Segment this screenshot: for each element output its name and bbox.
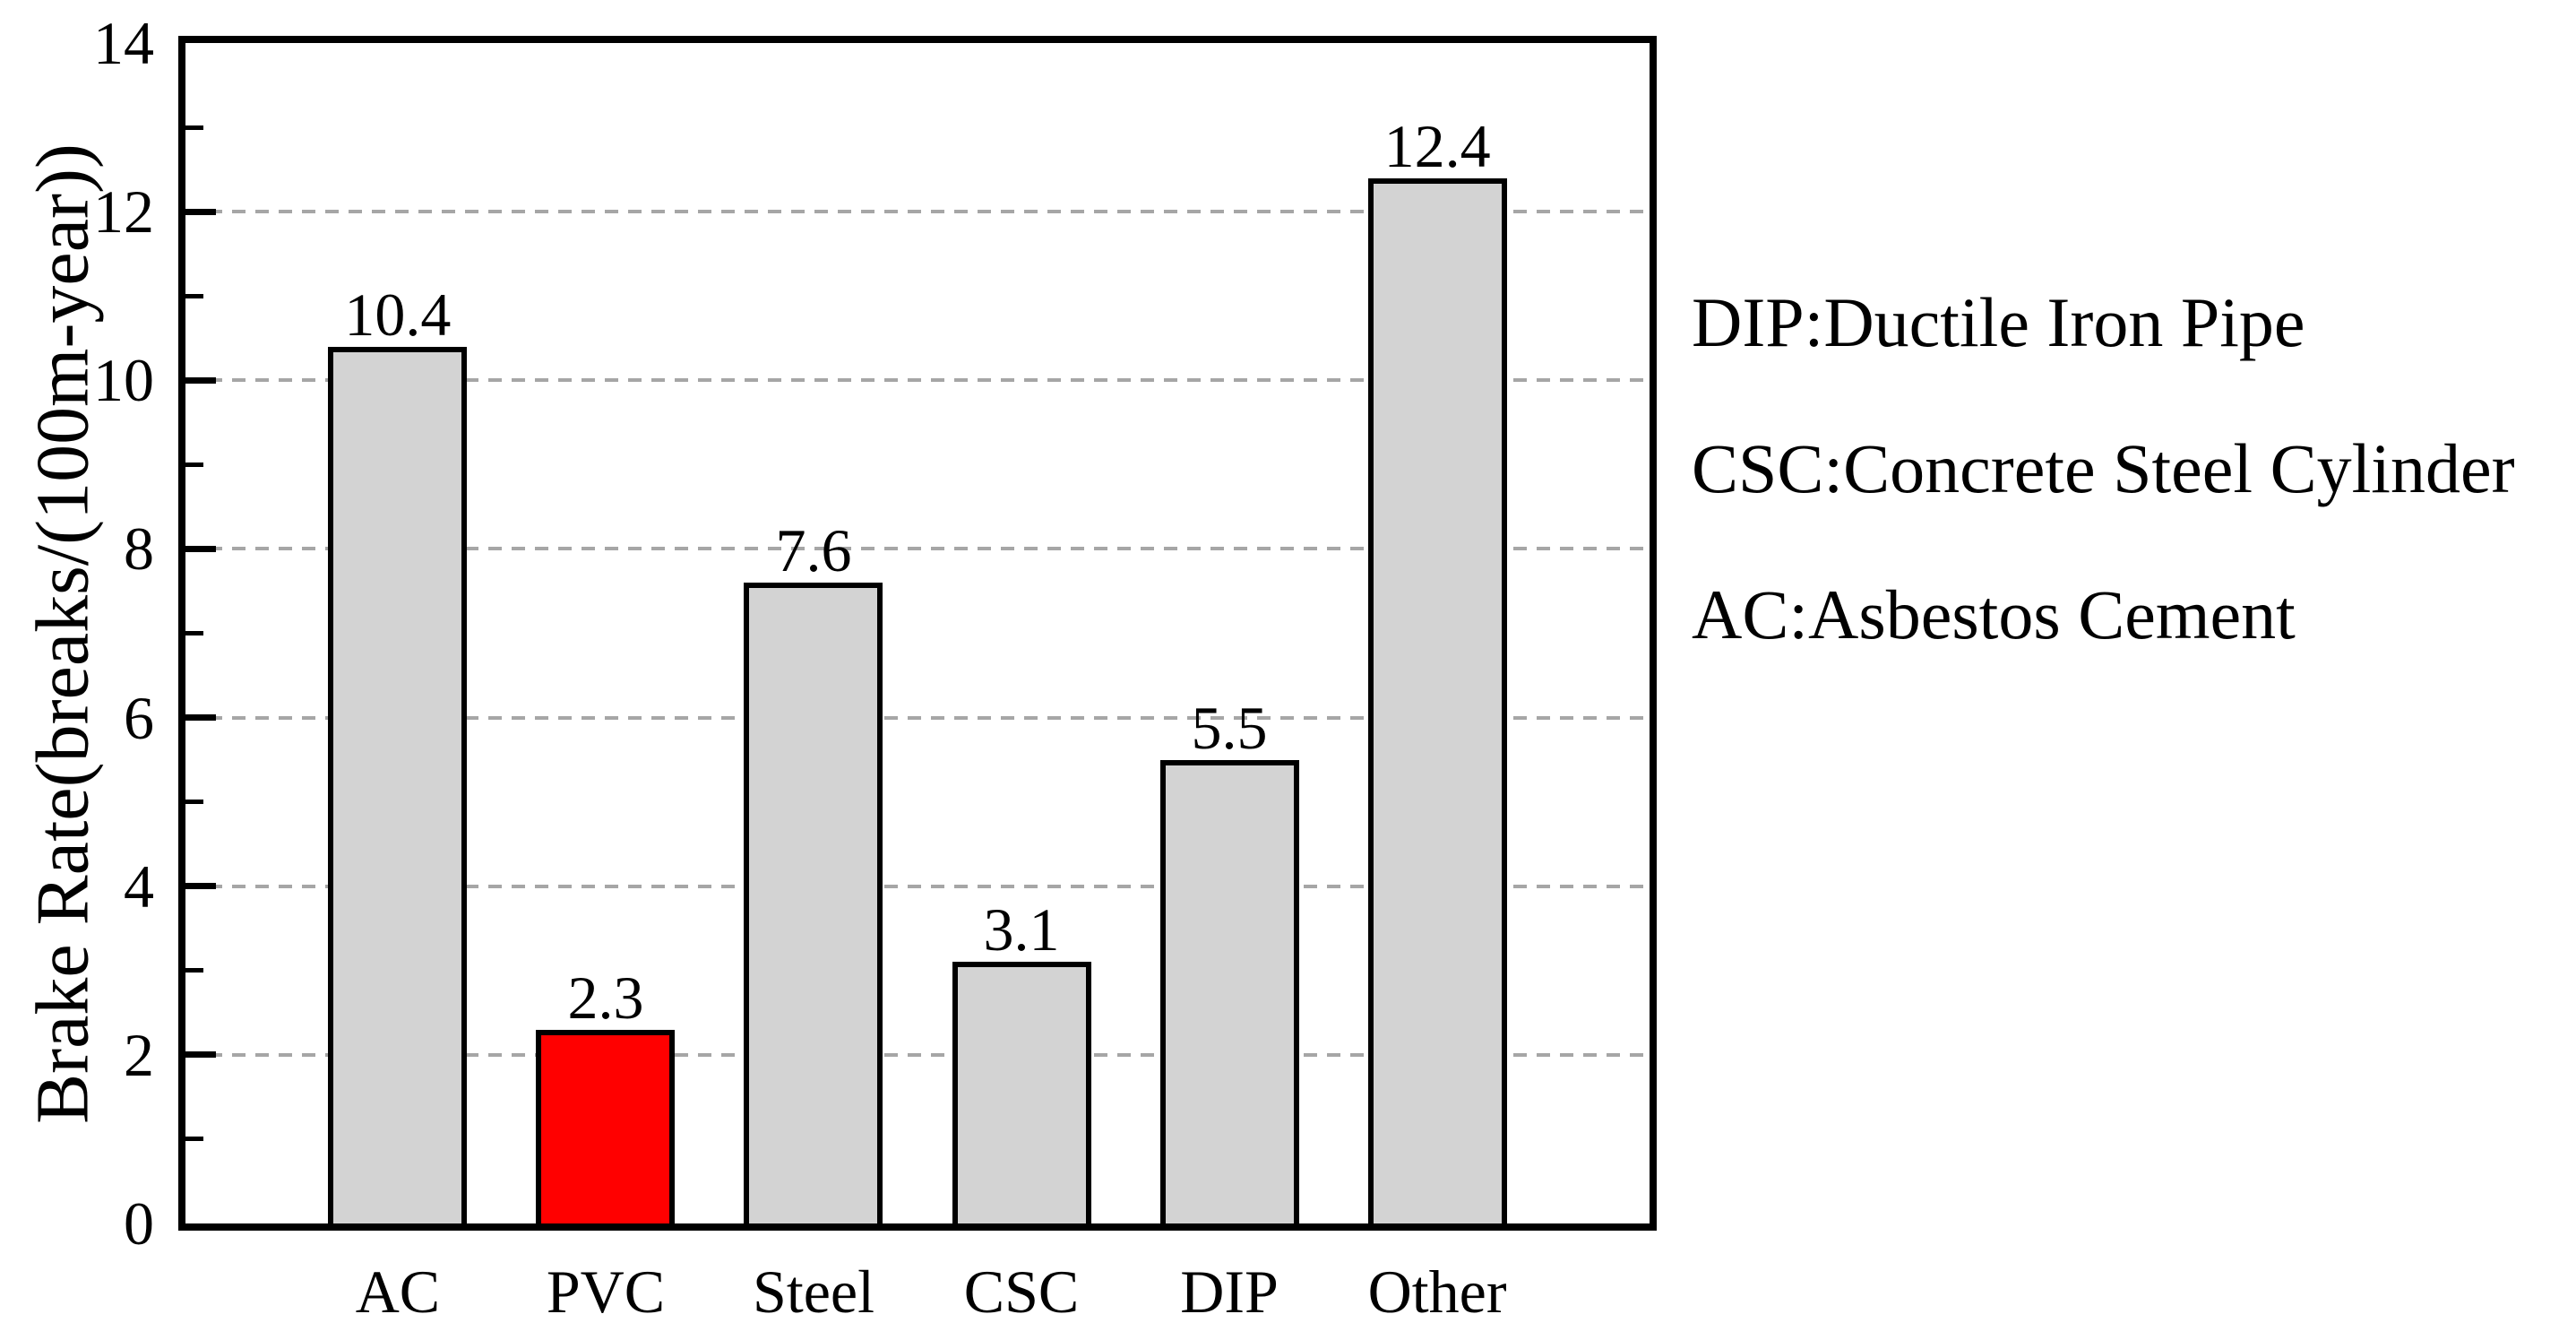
y-minor-tick — [185, 462, 203, 467]
x-category-label: CSC — [963, 1258, 1080, 1326]
plot-area: 10.4 2.3 7.6 3.1 5.5 12.4 — [178, 36, 1657, 1231]
legend-line: AC:Asbestos Cement — [1692, 575, 2296, 653]
y-major-tick — [185, 376, 216, 384]
y-minor-tick — [185, 1137, 203, 1142]
y-tick-label: 0 — [124, 1189, 154, 1258]
gridlines-layer — [185, 43, 1650, 1223]
y-tick-label: 10 — [93, 346, 154, 415]
gridline — [185, 210, 1650, 214]
legend-annotations: DIP:Ductile Iron Pipe CSC:Concrete Steel … — [1692, 0, 2576, 1340]
bar-value-labels-layer: 10.4 2.3 7.6 3.1 5.5 12.4 — [185, 43, 1650, 1223]
y-tick-label: 6 — [124, 683, 154, 752]
bar-other — [1367, 177, 1507, 1223]
y-minor-tick — [185, 968, 203, 973]
x-category-label: Other — [1367, 1258, 1507, 1326]
gridline — [185, 715, 1650, 720]
y-tick-label: 2 — [124, 1020, 154, 1089]
y-tick-label: 14 — [93, 9, 154, 77]
legend-line: CSC:Concrete Steel Cylinder — [1692, 429, 2515, 507]
x-category-label: AC — [355, 1258, 441, 1326]
bar-value-label: 12.4 — [1383, 111, 1491, 180]
y-major-tick — [185, 545, 216, 552]
y-tick-label: 4 — [124, 852, 154, 921]
y-minor-tick — [185, 293, 203, 298]
bar-value-label: 7.6 — [775, 516, 852, 585]
gridline — [185, 547, 1650, 551]
x-category-label: Steel — [753, 1258, 874, 1326]
y-tick-label: 12 — [93, 177, 154, 246]
gridline — [185, 884, 1650, 888]
bar-ac — [328, 346, 468, 1223]
bar-dip — [1159, 759, 1299, 1223]
gridline — [185, 378, 1650, 383]
y-minor-tick — [185, 800, 203, 805]
bar-value-label: 10.4 — [344, 280, 452, 349]
y-minor-tick — [185, 631, 203, 635]
y-major-tick — [185, 208, 216, 215]
bars-layer — [185, 43, 1650, 1223]
y-minor-tick — [185, 125, 203, 130]
bar-pvc — [536, 1029, 676, 1223]
y-major-tick — [185, 1051, 216, 1059]
bar-value-label: 3.1 — [983, 895, 1060, 964]
x-category-labels: AC PVC Steel CSC DIP Other — [185, 1261, 1650, 1333]
gridline — [185, 1052, 1650, 1057]
x-category-label: PVC — [546, 1258, 666, 1326]
bar-csc — [952, 962, 1091, 1223]
y-tick-label: 8 — [124, 514, 154, 584]
bar-steel — [744, 583, 883, 1223]
x-category-label: DIP — [1180, 1258, 1279, 1326]
y-tick-labels: 0 2 4 6 8 10 12 14 — [0, 13, 154, 1254]
bar-value-label: 2.3 — [567, 963, 644, 1032]
y-major-tick — [185, 714, 216, 722]
bar-value-label: 5.5 — [1191, 693, 1268, 762]
y-ticks-layer — [185, 43, 1650, 1223]
y-major-tick — [185, 883, 216, 890]
legend-line: DIP:Ductile Iron Pipe — [1692, 283, 2305, 361]
